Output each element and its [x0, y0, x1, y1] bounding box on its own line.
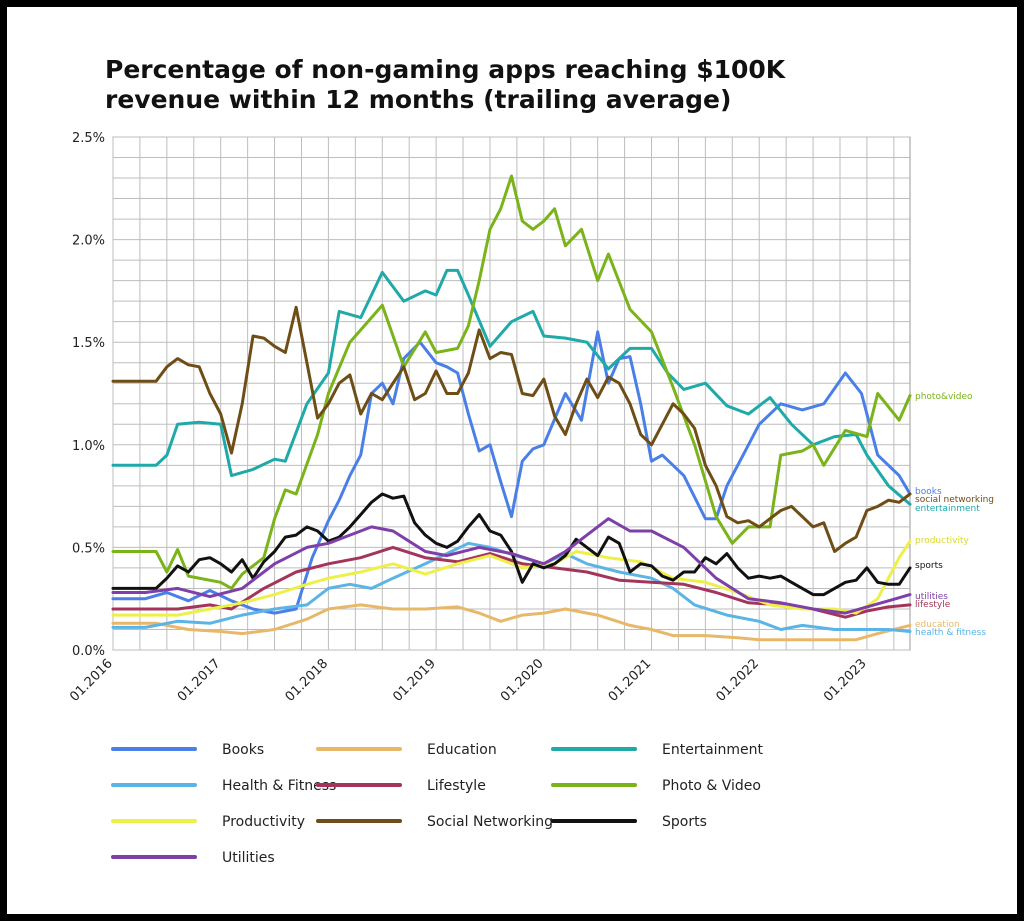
x-tick-label: 01.2023	[821, 656, 870, 705]
series-line-utilities	[111, 517, 912, 615]
x-tick-label: 01.2022	[713, 656, 762, 705]
x-tick-label: 01.2018	[283, 656, 332, 705]
end-label-books: books	[915, 487, 942, 497]
series-line-photo-video	[111, 174, 912, 590]
x-tick-label: 01.2021	[606, 656, 655, 705]
series-line-entertainment	[111, 268, 912, 506]
end-label-health-fitness: health & fitness	[915, 628, 986, 638]
series-line-social-networking	[111, 305, 912, 553]
legend-label: Productivity	[222, 814, 305, 830]
y-tick-label: 1.0%	[72, 439, 105, 454]
series-line-books	[111, 330, 912, 615]
legend-label: Health & Fitness	[222, 778, 336, 794]
legend-label: Social Networking	[427, 814, 553, 830]
legend-label: Books	[222, 742, 264, 758]
y-tick-label: 1.5%	[72, 336, 105, 351]
end-label-productivity: productivity	[915, 536, 969, 546]
y-tick-label: 2.0%	[72, 234, 105, 249]
x-tick-label: 01.2017	[175, 656, 224, 705]
legend-label: Utilities	[222, 850, 275, 866]
legend-label: Lifestyle	[427, 778, 486, 794]
y-tick-label: 0.0%	[72, 644, 105, 659]
x-tick-label: 01.2019	[390, 656, 439, 705]
end-label-entertainment: entertainment	[915, 504, 980, 514]
legend-label: Sports	[662, 814, 707, 830]
legend-label: Photo & Video	[662, 778, 761, 794]
end-label-social-networking: social networking	[915, 495, 994, 505]
end-label-education: education	[915, 620, 960, 630]
series-line-education	[111, 603, 912, 642]
end-label-sports: sports	[915, 561, 943, 571]
x-tick-label: 01.2016	[67, 656, 116, 705]
end-label-lifestyle: lifestyle	[915, 600, 951, 610]
chart-title: Percentage of non-gaming apps reaching $…	[105, 55, 905, 115]
y-tick-label: 0.5%	[72, 541, 105, 556]
x-tick-label: 01.2020	[498, 656, 547, 705]
series-line-sports	[111, 492, 912, 597]
chart-title-line-1: Percentage of non-gaming apps reaching $…	[105, 55, 786, 84]
legend-label: Entertainment	[662, 742, 764, 758]
end-label-photo-video: photo&video	[915, 392, 973, 402]
end-label-utilities: utilities	[915, 592, 948, 602]
legend-label: Education	[427, 742, 497, 758]
y-tick-label: 2.5%	[72, 131, 105, 146]
chart-title-line-2: revenue within 12 months (trailing avera…	[105, 85, 732, 114]
